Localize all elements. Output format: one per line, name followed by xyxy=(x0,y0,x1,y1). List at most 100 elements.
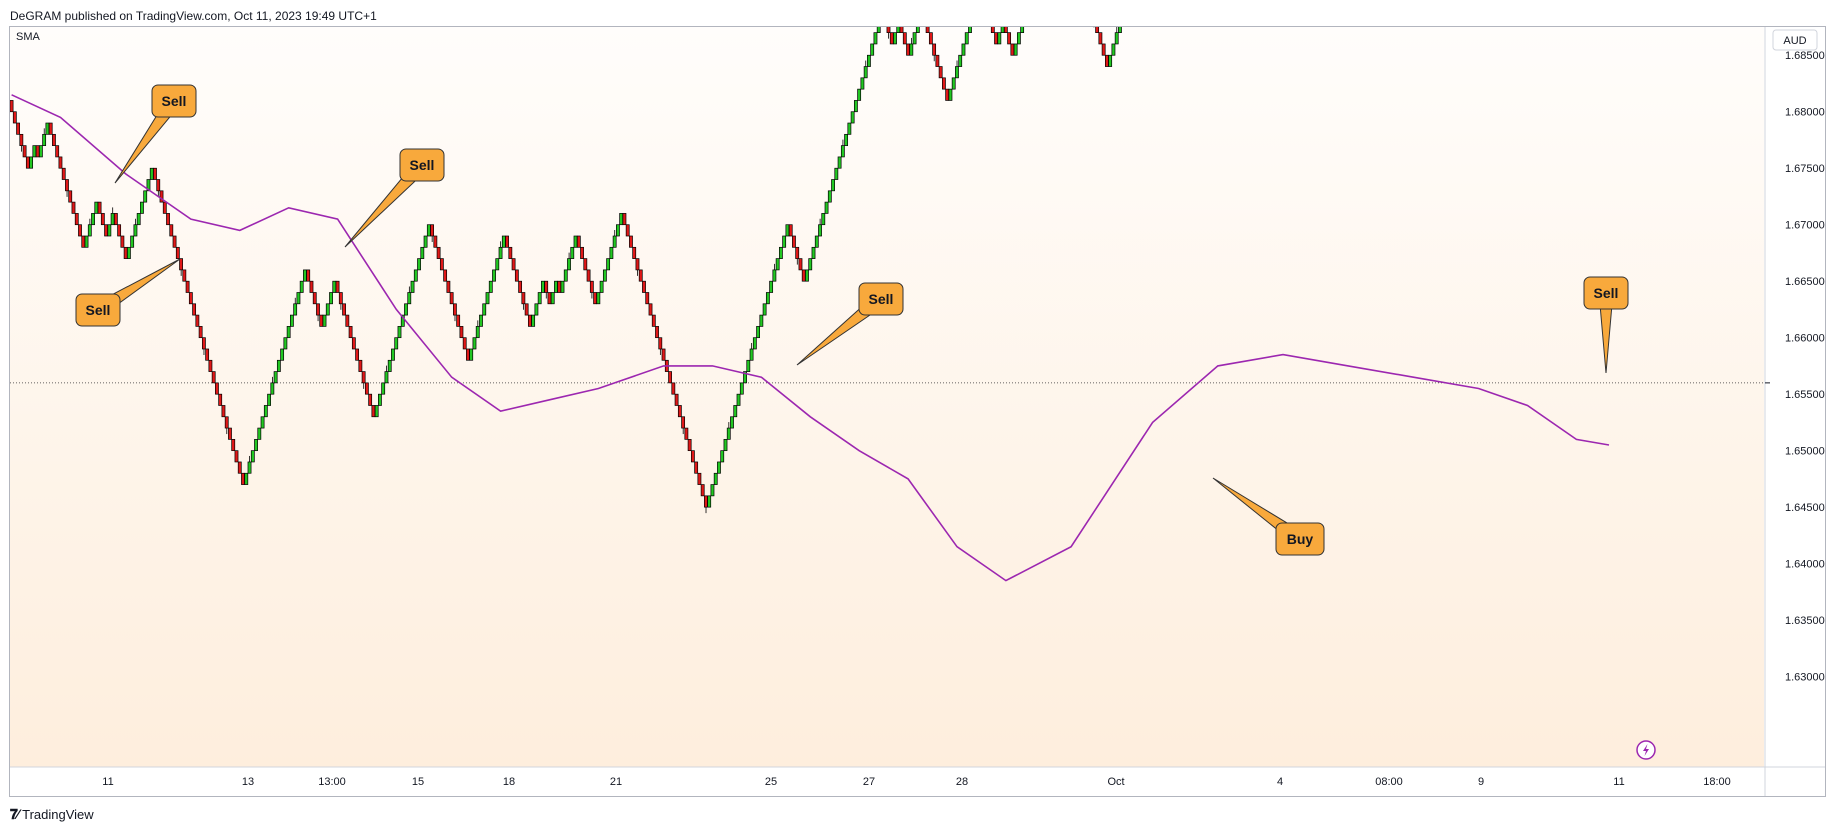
brick-up xyxy=(769,280,774,293)
brick-up xyxy=(857,88,862,101)
brick-down xyxy=(990,27,995,34)
brick-down xyxy=(224,416,229,429)
brick-down xyxy=(221,405,226,418)
brick-up xyxy=(270,382,275,395)
brick-up xyxy=(554,280,558,293)
brick-down xyxy=(518,280,523,293)
brick-down xyxy=(945,88,950,101)
brick-up xyxy=(472,337,477,350)
brick-up xyxy=(91,213,95,226)
brick-down xyxy=(201,337,206,350)
brick-up xyxy=(759,314,764,327)
brick-down xyxy=(120,235,125,248)
brick-down xyxy=(81,235,86,248)
callout-sell[interactable]: Sell xyxy=(344,148,445,248)
brick-up xyxy=(948,88,953,101)
brick-down xyxy=(886,27,891,34)
brick-up xyxy=(107,224,112,237)
brick-up xyxy=(860,77,865,90)
brick-up xyxy=(997,32,1002,45)
brick-up xyxy=(1013,43,1018,56)
publisher-header: DeGRAM published on TradingView.com, Oct… xyxy=(10,9,377,23)
brick-down xyxy=(658,337,663,350)
callout-sell[interactable]: Sell xyxy=(1583,276,1629,374)
brick-down xyxy=(700,484,705,497)
brick-up xyxy=(756,326,760,339)
brick-down xyxy=(436,246,441,259)
callout-fill xyxy=(860,284,902,314)
brick-down xyxy=(684,427,689,440)
brick-down xyxy=(629,235,633,248)
brick-up xyxy=(762,303,767,316)
brick-up xyxy=(746,359,751,372)
brick-down xyxy=(935,54,940,67)
brick-down xyxy=(22,145,27,158)
brick-up xyxy=(374,405,379,418)
brick-up xyxy=(596,292,601,305)
brick-up xyxy=(426,224,431,237)
brick-down xyxy=(645,292,650,305)
brick-down xyxy=(928,32,933,45)
brick-up xyxy=(94,201,99,214)
brick-up xyxy=(391,348,395,361)
brick-up xyxy=(299,280,304,293)
brick-up xyxy=(1020,27,1025,34)
lightning-icon[interactable] xyxy=(1636,740,1656,760)
brick-down xyxy=(1010,43,1015,56)
x-tick-label: 15 xyxy=(412,776,424,788)
brick-down xyxy=(677,405,682,418)
brick-down xyxy=(527,314,532,327)
brick-up xyxy=(736,393,741,406)
callout-sell[interactable]: Sell xyxy=(75,258,181,327)
brick-up xyxy=(130,235,135,248)
callout-fill xyxy=(1585,278,1627,308)
y-tick-label: 1.67000 xyxy=(1785,220,1825,232)
brick-up xyxy=(110,213,115,226)
brick-down xyxy=(153,167,157,180)
brick-down xyxy=(166,213,170,226)
brick-up xyxy=(482,303,487,316)
brick-up xyxy=(501,235,506,248)
brick-down xyxy=(638,269,643,282)
brick-up xyxy=(250,450,255,463)
brick-down xyxy=(68,190,73,203)
brick-down xyxy=(74,213,79,226)
brick-up xyxy=(609,246,614,259)
brick-up xyxy=(824,201,829,214)
brick-up xyxy=(863,66,868,79)
brick-up xyxy=(488,280,493,293)
brick-up xyxy=(1016,32,1021,45)
callout-buy[interactable]: Buy xyxy=(1212,477,1325,556)
brick-down xyxy=(48,122,53,135)
brick-down xyxy=(589,280,594,293)
brick-up xyxy=(723,439,728,452)
brick-down xyxy=(690,450,695,463)
brick-down xyxy=(351,337,356,350)
brick-down xyxy=(942,77,946,90)
callout-sell[interactable]: Sell xyxy=(796,282,904,366)
brick-down xyxy=(348,326,353,339)
x-tick-label: 11 xyxy=(1613,776,1624,788)
brick-down xyxy=(430,224,434,237)
brick-up xyxy=(260,416,265,429)
brick-down xyxy=(78,224,82,237)
brick-up xyxy=(541,280,545,293)
brick-up xyxy=(837,156,842,169)
brick-down xyxy=(35,145,40,158)
brick-up xyxy=(29,156,34,169)
brick-up xyxy=(915,27,920,34)
brick-up xyxy=(475,326,480,339)
brick-down xyxy=(169,224,174,237)
currency-label-box[interactable] xyxy=(1772,29,1818,51)
brick-up xyxy=(332,280,337,293)
brick-down xyxy=(576,235,581,248)
brick-up xyxy=(244,472,249,485)
callout-sell[interactable]: Sell xyxy=(114,84,197,184)
brick-up xyxy=(267,393,271,406)
brick-down xyxy=(355,348,360,361)
chart-frame[interactable]: SMA AUD Sell Sell Sell Sell Sell Buy 1.68500 1… xyxy=(9,26,1826,797)
x-tick-label: 9 xyxy=(1478,776,1484,788)
y-tick-label: 1.63500 xyxy=(1785,615,1825,627)
brick-down xyxy=(309,280,314,293)
